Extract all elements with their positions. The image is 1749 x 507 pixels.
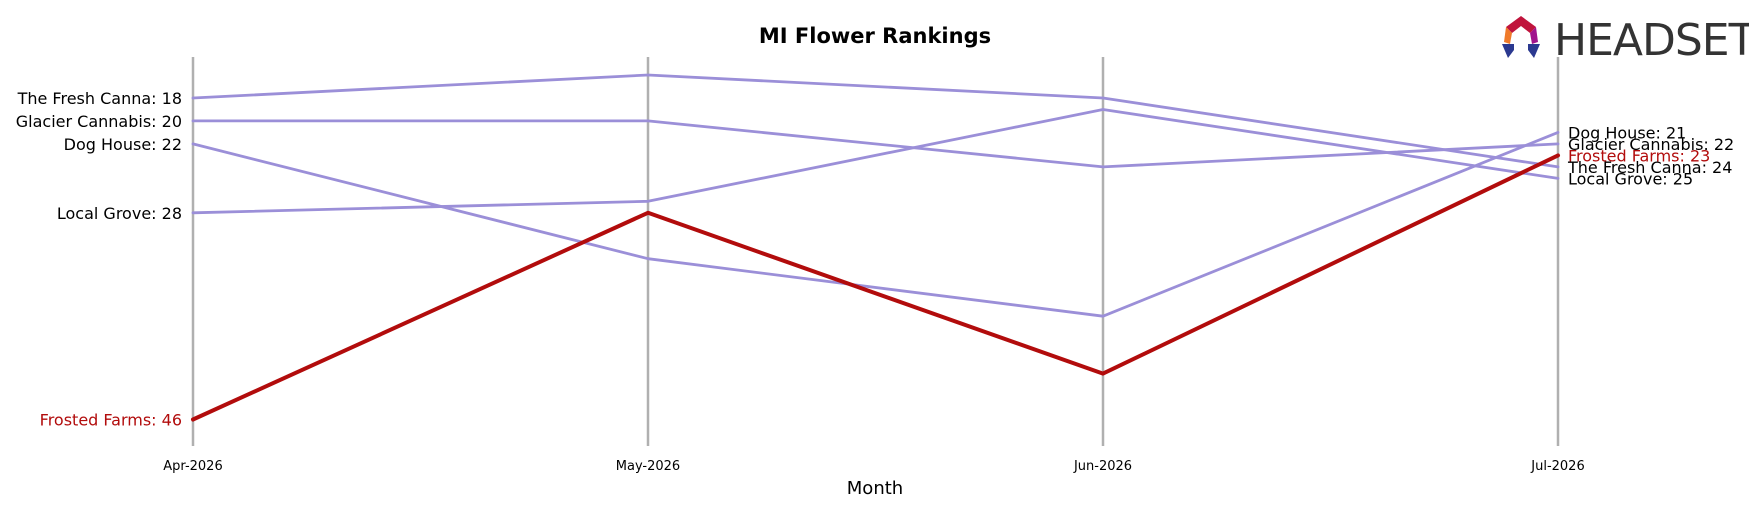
end-label-dog-house: Dog House: 21 — [1568, 123, 1686, 142]
start-label-frosted-farms: Frosted Farms: 46 — [40, 411, 182, 430]
series-line-frosted-farms — [191, 153, 1560, 422]
x-axis-label: Month — [847, 478, 903, 499]
series-line-dog-house — [191, 130, 1560, 318]
start-label-local-grove: Local Grove: 28 — [57, 204, 182, 223]
logo-mark-right-icon — [1530, 27, 1538, 44]
end-label-the-fresh-canna: The Fresh Canna: 24 — [1567, 158, 1732, 177]
series-line-local-grove — [191, 108, 1560, 215]
logo-mark-bottom-left-icon — [1502, 44, 1514, 58]
series-labels: The Fresh Canna: 18 The Fresh Canna: 24 Gl… — [16, 89, 1734, 430]
end-label-glacier-cannabis: Glacier Cannabis: 22 — [1568, 135, 1734, 154]
x-tick-apr-2026: Apr-2026 — [163, 459, 222, 474]
x-tick-may-2026: May-2026 — [616, 459, 680, 474]
brand-wordmark: HEADSET — [1554, 15, 1749, 66]
series-line-glacier-cannabis — [191, 119, 1560, 169]
chart-title: MI Flower Rankings — [759, 24, 991, 48]
series-line-the-fresh-canna — [191, 73, 1560, 169]
logo-mark-left-icon — [1504, 27, 1512, 44]
headset-logo: HEADSET — [1502, 15, 1749, 66]
logo-mark-bottom-right-icon — [1528, 44, 1540, 58]
x-tick-labels: Apr-2026 May-2026 Jun-2026 Jul-2026 — [163, 459, 1584, 474]
x-tick-jul-2026: Jul-2026 — [1530, 459, 1584, 474]
logo-mark-icon — [1506, 16, 1536, 33]
start-label-dog-house: Dog House: 22 — [64, 135, 182, 154]
end-label-local-grove: Local Grove: 25 — [1568, 169, 1693, 188]
start-label-the-fresh-canna: The Fresh Canna: 18 — [17, 89, 182, 108]
x-tick-jun-2026: Jun-2026 — [1073, 459, 1132, 474]
series-lines — [191, 73, 1560, 422]
end-label-frosted-farms: Frosted Farms: 23 — [1568, 146, 1710, 165]
start-label-glacier-cannabis: Glacier Cannabis: 20 — [16, 112, 182, 131]
